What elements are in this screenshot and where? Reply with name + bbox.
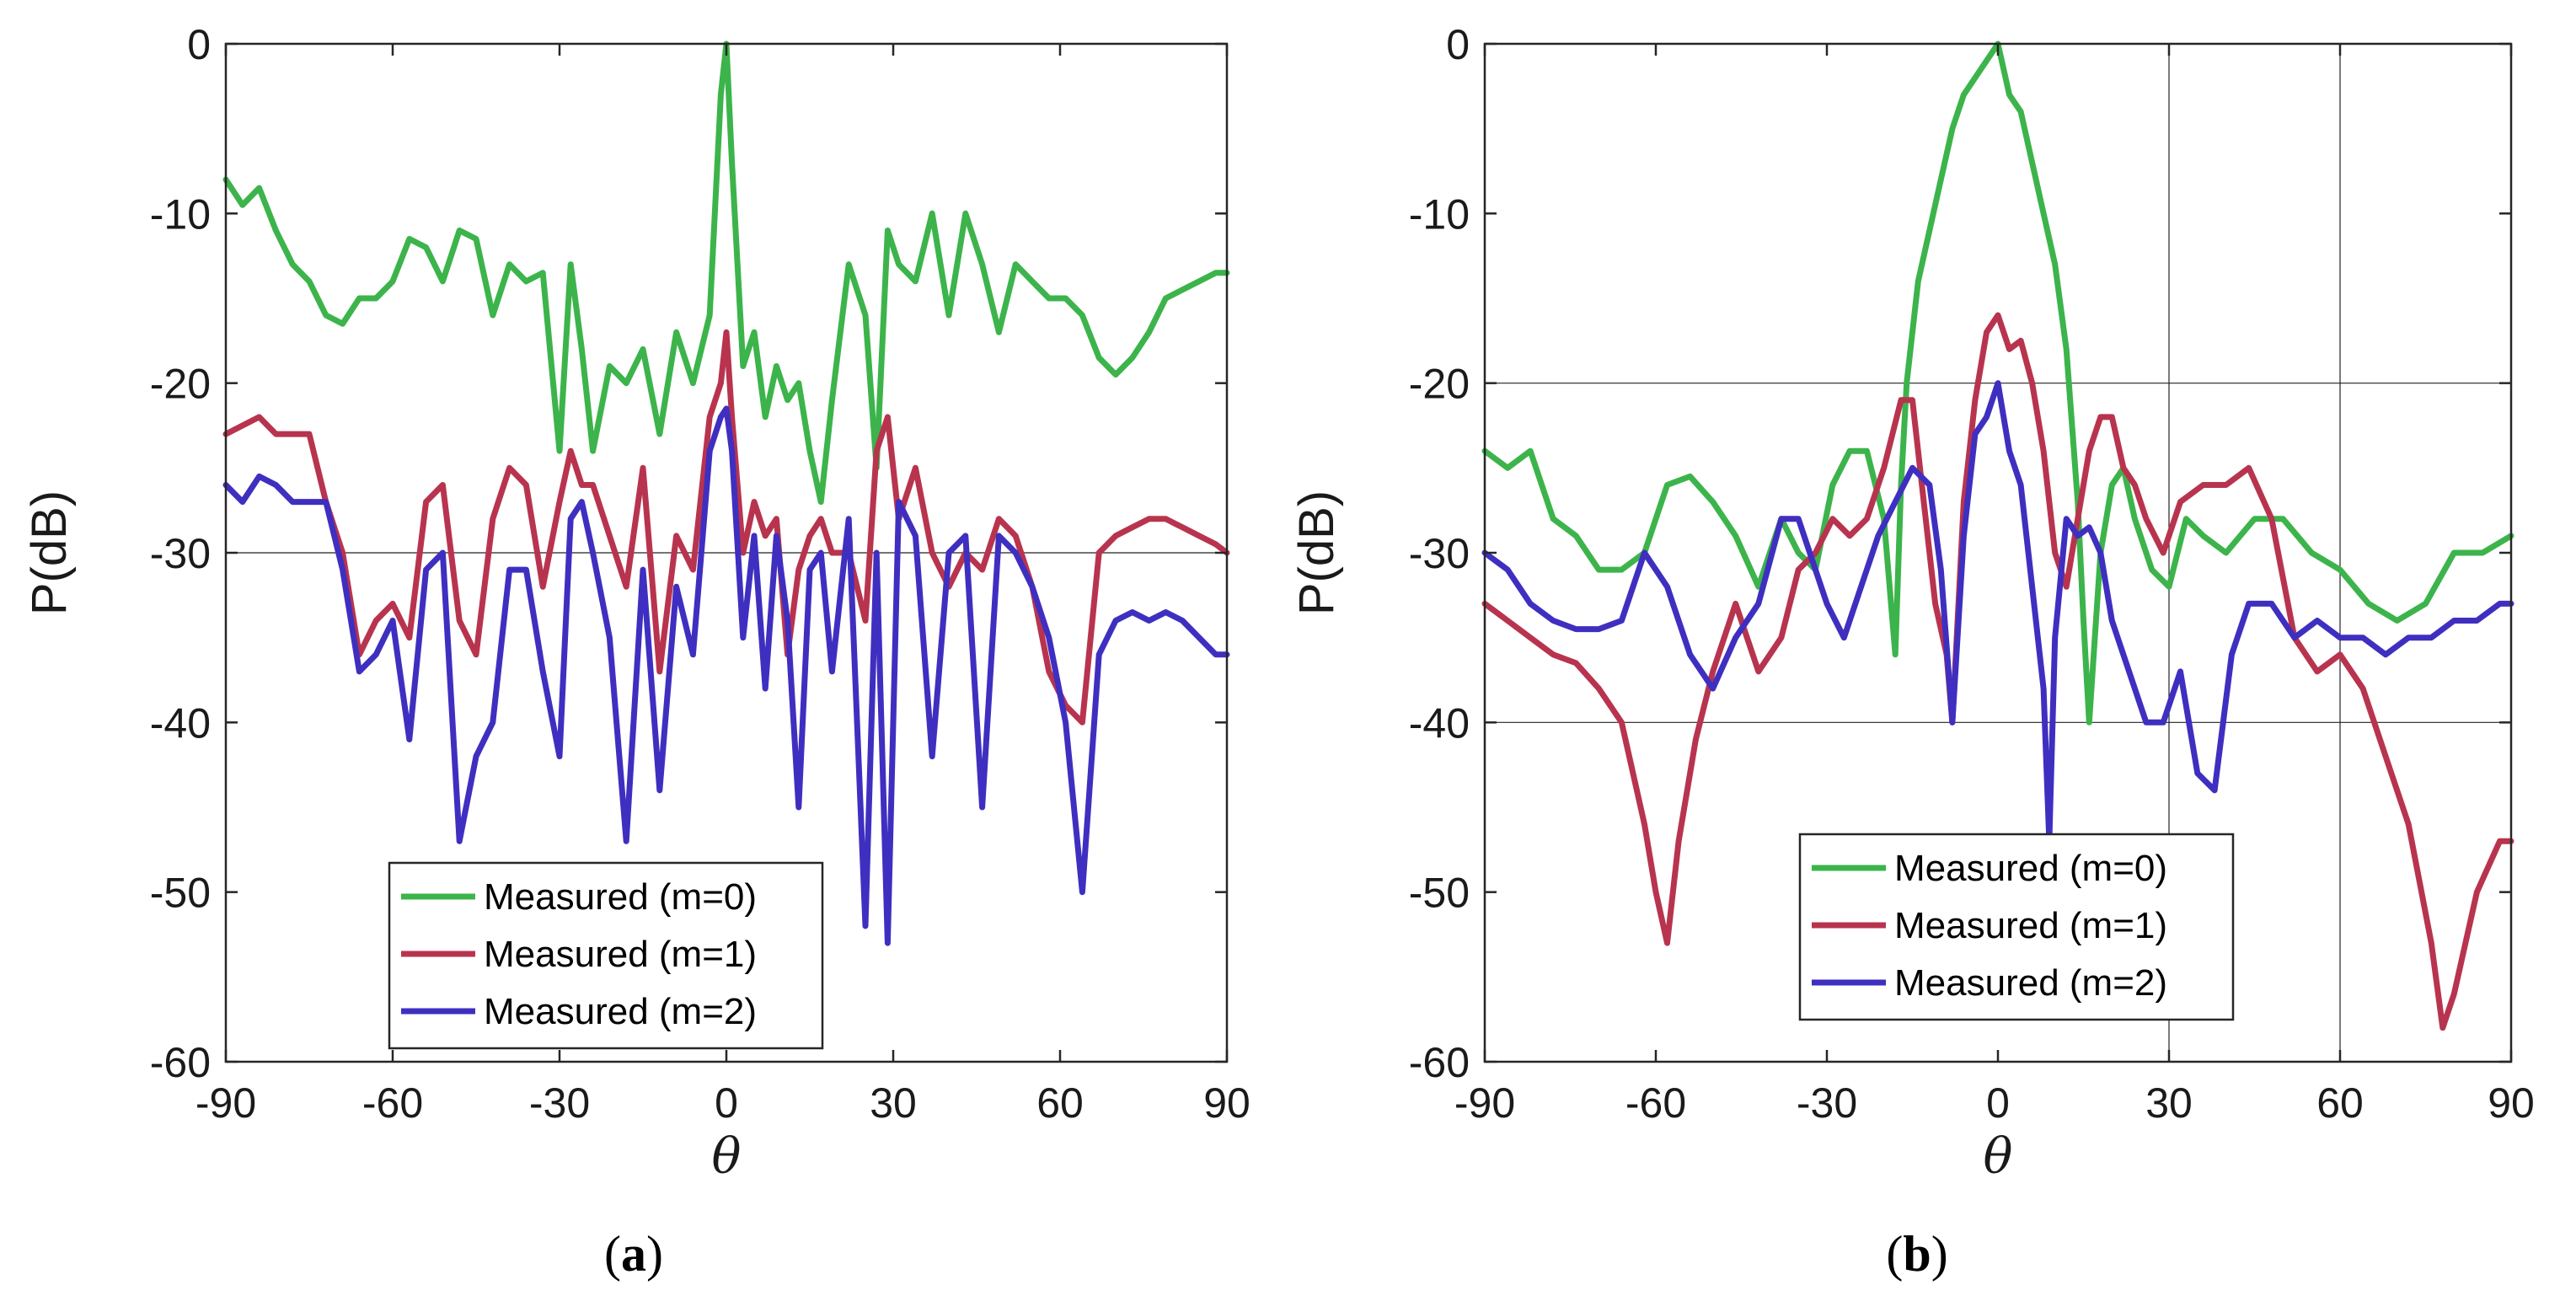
series-line-m2 — [222, 405, 1230, 946]
legend-entry: Measured (m=0) — [484, 876, 757, 918]
series-line-m1 — [1481, 312, 2514, 1031]
y-tick-label: -20 — [150, 361, 211, 408]
subfigure-caption: (b) — [1886, 1226, 1947, 1282]
y-axis-label: P(dB) — [22, 490, 77, 615]
legend: Measured (m=0) Measured (m=1) Measured (m=… — [1798, 833, 2235, 1021]
x-axis-label: θ — [712, 1127, 742, 1185]
y-tick-label: -30 — [1409, 530, 1470, 577]
x-tick-label: 0 — [1986, 1079, 2010, 1127]
x-tick-label: -90 — [1454, 1079, 1515, 1127]
y-tick-label: -40 — [1409, 699, 1470, 747]
y-axis-label: P(dB) — [1289, 490, 1344, 615]
chart-panel-a: -90 -60 -30 0 30 60 900-10-20-30-40-50-60θP(dB… — [22, 21, 1251, 1282]
subfigure-caption: (a) — [604, 1226, 663, 1282]
legend: Measured (m=0) Measured (m=1) Measured (m=… — [388, 861, 824, 1050]
y-tick-label: -10 — [150, 190, 211, 238]
y-tick-label: 0 — [187, 21, 211, 68]
legend-entry: Measured (m=2) — [1894, 962, 2167, 1004]
y-tick-label: -60 — [150, 1039, 211, 1086]
x-tick-label: -30 — [529, 1079, 590, 1127]
x-tick-label: -60 — [1625, 1079, 1686, 1127]
y-tick-label: -50 — [1409, 870, 1470, 917]
legend-entry: Measured (m=1) — [1894, 905, 2167, 946]
series-line-m1 — [222, 329, 1230, 726]
x-tick-label: 30 — [2145, 1079, 2193, 1127]
x-tick-label: -30 — [1797, 1079, 1857, 1127]
series-line-m0 — [222, 40, 1230, 506]
x-tick-label: 90 — [2488, 1079, 2535, 1127]
chart-panel-b: -90 -60 -30 0 30 60 900-10-20-30-40-50-60θP(dB… — [1289, 21, 2535, 1282]
y-tick-label: -30 — [150, 530, 211, 577]
x-tick-label: 60 — [2316, 1079, 2364, 1127]
x-tick-label: -90 — [195, 1079, 256, 1127]
y-tick-label: -10 — [1409, 190, 1470, 238]
y-tick-label: -60 — [1409, 1039, 1470, 1086]
x-tick-label: 30 — [870, 1079, 917, 1127]
x-tick-label: -60 — [362, 1079, 423, 1127]
series-line-m2 — [1481, 380, 2514, 844]
legend-entry: Measured (m=2) — [484, 991, 757, 1032]
x-tick-label: 90 — [1203, 1079, 1251, 1127]
y-tick-label: -40 — [150, 699, 211, 747]
x-tick-label: 60 — [1036, 1079, 1084, 1127]
y-tick-label: -20 — [1409, 361, 1470, 408]
legend-entry: Measured (m=0) — [1894, 848, 2167, 889]
series-line-m0 — [1481, 40, 2514, 726]
y-tick-label: 0 — [1446, 21, 1470, 68]
x-tick-label: 0 — [715, 1079, 738, 1127]
legend-entry: Measured (m=1) — [484, 934, 757, 975]
y-tick-label: -50 — [150, 870, 211, 917]
x-axis-label: θ — [1984, 1127, 2013, 1185]
